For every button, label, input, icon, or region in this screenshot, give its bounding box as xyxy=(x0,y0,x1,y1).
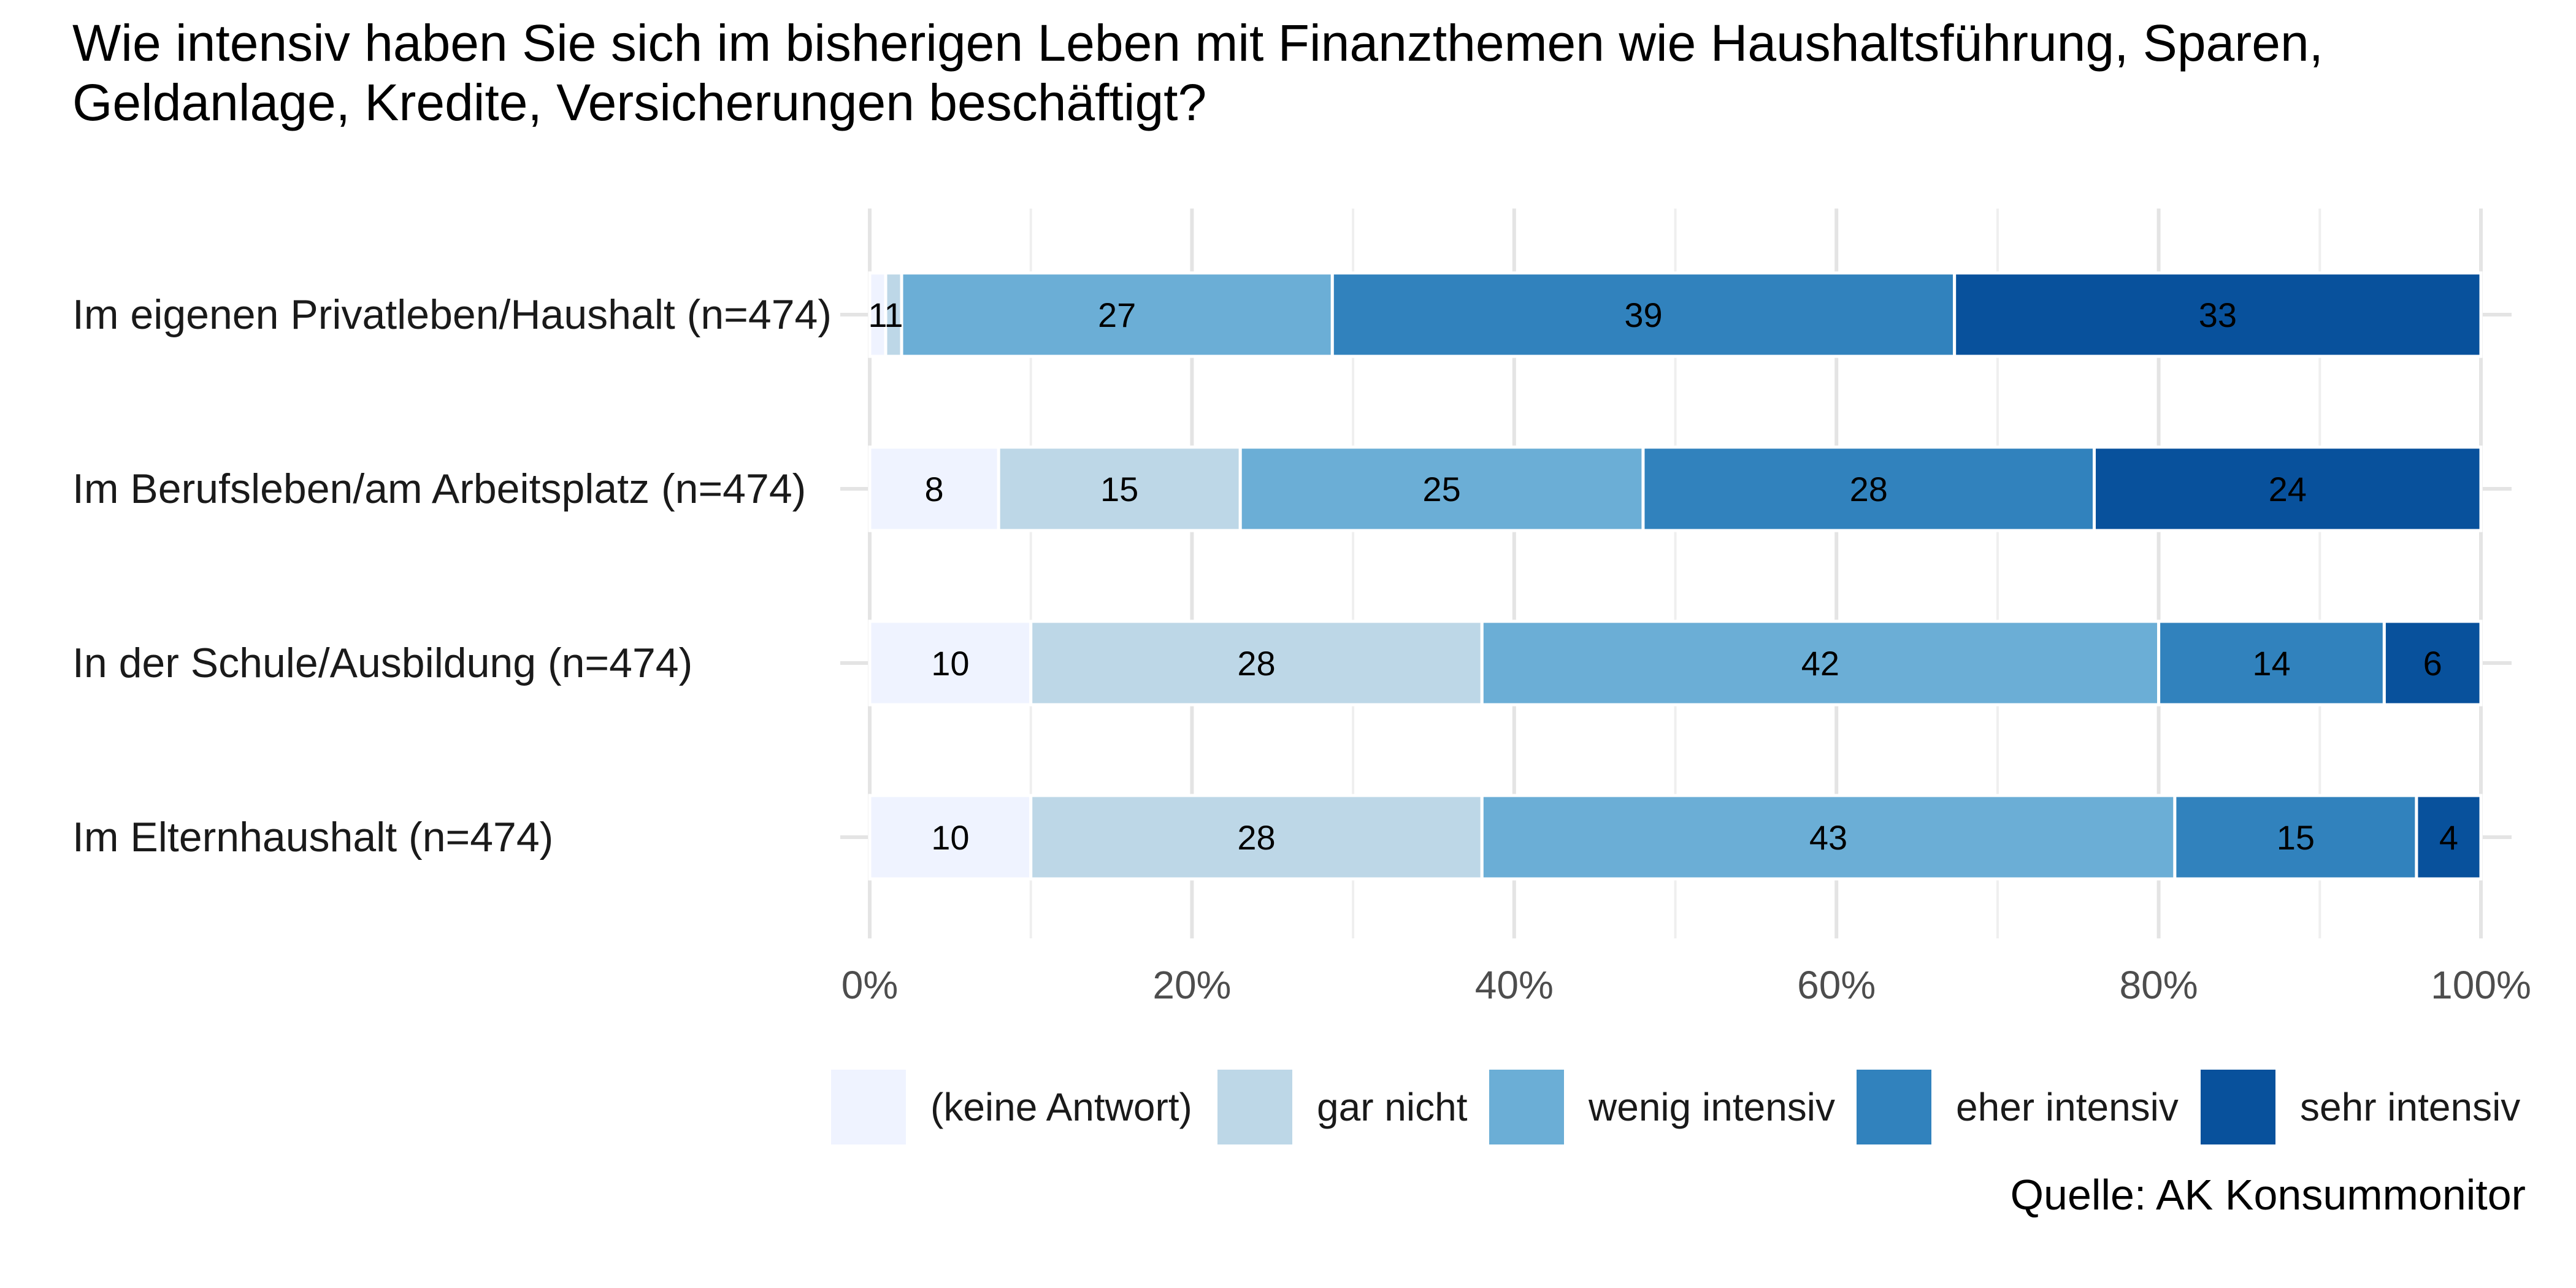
category-label: In der Schule/Ausbildung (n=474) xyxy=(72,640,692,686)
legend-label: (keine Antwort) xyxy=(930,1085,1192,1129)
data-label: 24 xyxy=(2269,470,2307,508)
bar-segment xyxy=(868,619,1033,707)
data-label: 42 xyxy=(1801,644,1839,683)
data-label: 39 xyxy=(1624,296,1662,334)
data-label: 28 xyxy=(1237,818,1275,857)
data-label: 28 xyxy=(1850,470,1888,508)
bar-segment xyxy=(2157,619,2386,707)
x-axis: 0% 20% 40% 60% 80% 100% xyxy=(841,963,2531,1007)
source-caption: Quelle: AK Konsummonitor xyxy=(2011,1171,2526,1219)
bar-segment xyxy=(1029,794,1484,881)
data-label: 28 xyxy=(1237,644,1275,683)
legend-label: sehr intensiv xyxy=(2300,1085,2520,1129)
bar-segment xyxy=(2173,794,2418,881)
legend-label: wenig intensiv xyxy=(1588,1085,1835,1129)
x-tick-label: 0% xyxy=(841,963,899,1007)
legend-label: gar nicht xyxy=(1317,1085,1468,1129)
data-label: 1 xyxy=(884,296,903,334)
bar-segment xyxy=(1480,619,2161,707)
bar-segment xyxy=(2415,794,2483,881)
x-tick-label: 40% xyxy=(1475,963,1554,1007)
x-tick-label: 60% xyxy=(1797,963,1876,1007)
bar-segment xyxy=(1953,271,2483,358)
category-label: Im Elternhaushalt (n=474) xyxy=(72,814,553,861)
category-label: Im Berufsleben/am Arbeitsplatz (n=474) xyxy=(72,466,806,512)
data-label: 33 xyxy=(2199,296,2237,334)
bar-segment xyxy=(2093,445,2483,532)
data-label: 10 xyxy=(931,644,969,683)
legend: (keine Antwort) gar nicht wenig intensiv eh… xyxy=(831,1070,2520,1144)
bar-segment xyxy=(2382,619,2483,707)
bar-segment xyxy=(1029,619,1484,707)
legend-label: eher intensiv xyxy=(1956,1085,2179,1129)
data-label: 6 xyxy=(2423,644,2442,683)
bar-segment xyxy=(1238,445,1645,532)
bar-segments xyxy=(868,271,2483,881)
bar-segment xyxy=(868,445,1000,532)
category-labels: Im eigenen Privatleben/Haushalt (n=474) I… xyxy=(72,291,832,861)
category-label: Im eigenen Privatleben/Haushalt (n=474) xyxy=(72,291,832,338)
x-tick-label: 100% xyxy=(2431,963,2531,1007)
data-label: 10 xyxy=(931,818,969,857)
x-tick-label: 80% xyxy=(2120,963,2198,1007)
legend-key xyxy=(831,1070,906,1144)
data-label: 14 xyxy=(2252,644,2290,683)
bar-segment xyxy=(868,794,1033,881)
legend-key xyxy=(1857,1070,1931,1144)
data-labels: 11 27 39 33 8 15 25 28 24 10 28 42 14 6 10 28 43 15 4 xyxy=(868,296,2458,857)
data-label: 4 xyxy=(2439,818,2458,857)
data-label: 27 xyxy=(1098,296,1136,334)
data-label: 1 xyxy=(868,296,887,334)
data-label: 15 xyxy=(2277,818,2315,857)
chart-title: Wie intensiv haben Sie sich im bisherige… xyxy=(72,14,2323,131)
data-label: 8 xyxy=(925,470,944,508)
bar-segment xyxy=(900,271,1334,358)
legend-key xyxy=(2201,1070,2275,1144)
bar-segment xyxy=(1330,271,1957,358)
data-label: 25 xyxy=(1422,470,1460,508)
legend-key xyxy=(1217,1070,1292,1144)
legend-key xyxy=(1489,1070,1564,1144)
data-label: 43 xyxy=(1809,818,1847,857)
bar-segment xyxy=(1641,445,2096,532)
data-label: 15 xyxy=(1100,470,1138,508)
x-tick-label: 20% xyxy=(1152,963,1231,1007)
